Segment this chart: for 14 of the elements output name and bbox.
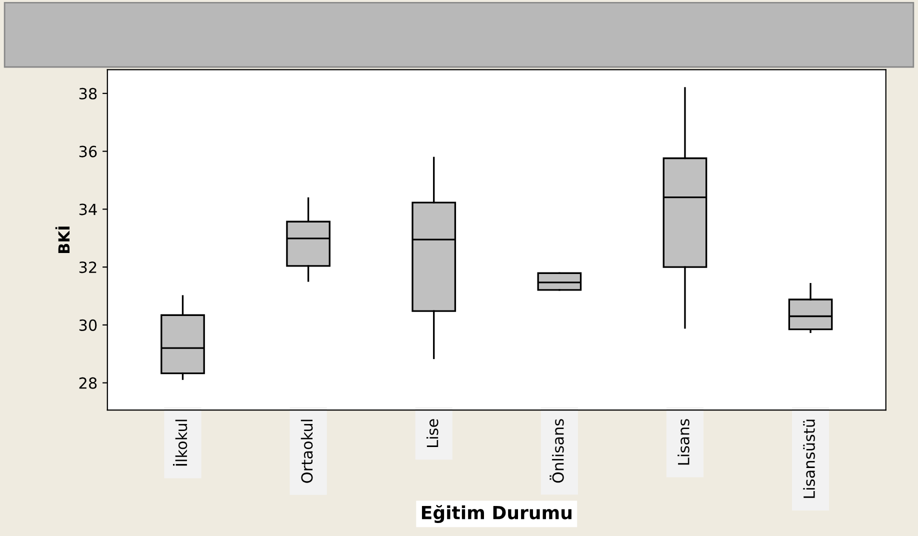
y-tick-label: 38 bbox=[79, 88, 97, 100]
y-tick-label: 30 bbox=[79, 319, 97, 331]
y-tick-label: 32 bbox=[79, 262, 96, 274]
y-tick-label: 34 bbox=[79, 204, 97, 216]
x-tick-label: Lisansüstü bbox=[803, 420, 815, 498]
x-tick-label: İlkokul bbox=[173, 420, 188, 466]
y-axis-title: BKİ bbox=[55, 226, 70, 254]
y-tick-label: 28 bbox=[79, 377, 97, 389]
y-tick-label: 36 bbox=[79, 146, 97, 158]
x-tick-label: Önlisans bbox=[550, 419, 564, 483]
x-tick-label: Lise bbox=[426, 419, 438, 447]
x-axis-title: Eğitim Durumu bbox=[422, 504, 572, 524]
x-tick-label: Ortaokul bbox=[300, 420, 313, 483]
x-tick-label: Lisans bbox=[678, 419, 690, 465]
